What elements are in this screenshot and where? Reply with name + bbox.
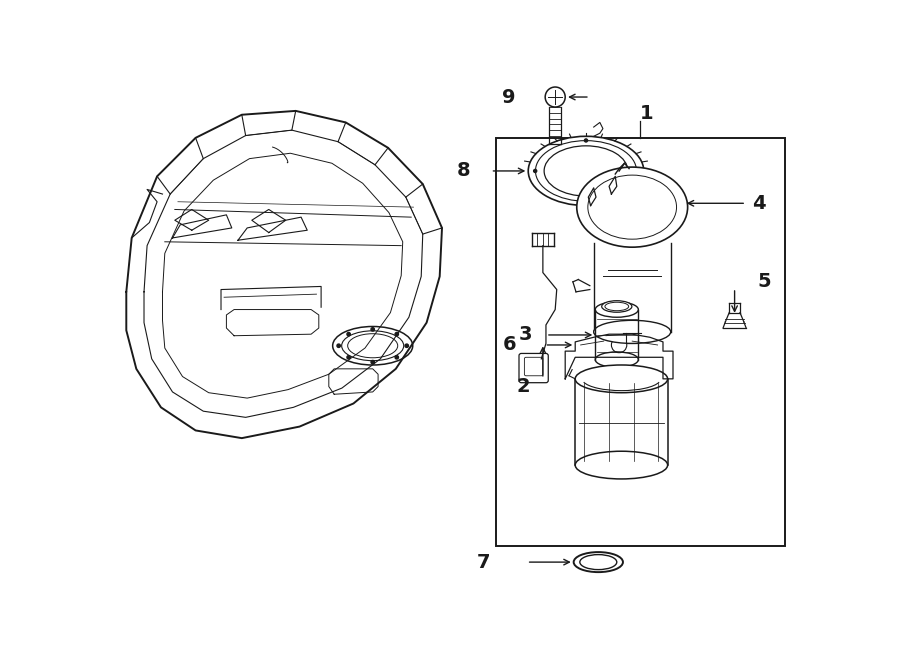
Circle shape bbox=[371, 328, 374, 331]
Circle shape bbox=[395, 332, 399, 336]
Ellipse shape bbox=[575, 451, 668, 479]
Bar bbox=[496, 138, 785, 546]
Circle shape bbox=[584, 139, 588, 142]
Ellipse shape bbox=[594, 321, 670, 344]
Ellipse shape bbox=[595, 352, 638, 368]
Circle shape bbox=[405, 344, 409, 348]
Circle shape bbox=[346, 356, 350, 359]
Ellipse shape bbox=[602, 301, 632, 312]
Ellipse shape bbox=[575, 365, 668, 393]
Ellipse shape bbox=[528, 136, 644, 206]
Text: 4: 4 bbox=[752, 194, 766, 213]
Circle shape bbox=[635, 169, 638, 173]
Circle shape bbox=[395, 356, 399, 359]
Circle shape bbox=[584, 200, 588, 203]
Text: 2: 2 bbox=[517, 377, 530, 396]
Circle shape bbox=[346, 332, 350, 336]
Circle shape bbox=[534, 169, 536, 173]
Circle shape bbox=[371, 360, 374, 364]
Text: 3: 3 bbox=[518, 325, 532, 344]
Circle shape bbox=[337, 344, 340, 348]
Ellipse shape bbox=[577, 167, 688, 247]
Circle shape bbox=[545, 87, 565, 107]
Ellipse shape bbox=[595, 302, 638, 317]
Text: 6: 6 bbox=[503, 336, 517, 354]
Text: 7: 7 bbox=[477, 553, 490, 572]
Text: 9: 9 bbox=[501, 87, 515, 106]
Text: 1: 1 bbox=[640, 104, 653, 123]
Text: 8: 8 bbox=[457, 161, 471, 180]
Text: 5: 5 bbox=[758, 272, 771, 292]
